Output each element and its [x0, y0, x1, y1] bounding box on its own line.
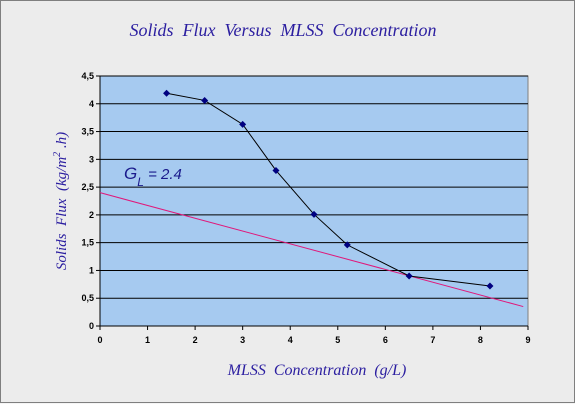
x-tick-label: 3: [240, 335, 245, 345]
data-point-marker: [405, 272, 413, 280]
loading-line: [99, 192, 524, 308]
series-line: [166, 92, 491, 287]
y-tick-label: 2,5: [81, 182, 94, 192]
series-markers: [163, 89, 494, 290]
chart-title: Solids Flux Versus MLSS Concentration: [130, 20, 437, 40]
x-tick-label: 9: [525, 335, 530, 345]
x-axis-label: MLSS Concentration (g/L): [227, 362, 407, 379]
data-point-marker: [201, 96, 209, 104]
y-axis-ticks: 0 0,5 1 1,5 2 2,5 3 3,5 4 4,5: [81, 71, 100, 331]
annotation-subscript: L: [137, 175, 144, 189]
y-tick-label: 4: [89, 99, 94, 109]
annotation-symbol: G: [124, 164, 137, 183]
data-point-marker: [239, 120, 247, 128]
x-tick-label: 8: [478, 335, 483, 345]
y-tick-label: 4,5: [81, 71, 94, 81]
y-tick-label: 3: [89, 154, 94, 164]
gridlines: [100, 75, 528, 299]
y-tick-label: 1: [89, 265, 94, 275]
y-axis-label-superscript: 2: [52, 152, 63, 157]
y-axis-label-suffix: .h): [54, 132, 70, 152]
x-tick-label: 5: [335, 335, 340, 345]
axes: [99, 76, 528, 327]
data-point-marker: [272, 166, 280, 174]
x-tick-label: 2: [193, 335, 198, 345]
plot-area: [99, 75, 529, 327]
x-tick-label: 7: [430, 335, 435, 345]
data-point-marker: [343, 241, 351, 249]
data-point-marker: [486, 282, 494, 290]
y-tick-label: 1,5: [81, 238, 94, 248]
x-tick-label: 4: [288, 335, 293, 345]
y-axis-label: Solids Flux (kg/m2 .h): [52, 132, 70, 270]
data-point-marker: [163, 89, 171, 97]
y-tick-label: 0,5: [81, 293, 94, 303]
data-point-marker: [310, 210, 318, 218]
annotation-value: = 2.4: [144, 166, 182, 183]
x-tick-label: 0: [97, 335, 102, 345]
y-tick-label: 3,5: [81, 127, 94, 137]
loading-rate-annotation: GL = 2.4: [124, 164, 182, 189]
x-tick-label: 1: [145, 335, 150, 345]
x-axis-ticks: 0 1 2 3 4 5 6 7 8 9: [97, 326, 531, 345]
y-tick-label: 0: [89, 321, 94, 331]
x-tick-label: 6: [383, 335, 388, 345]
y-tick-label: 2: [89, 210, 94, 220]
y-axis-label-main: Solids Flux (kg/m: [54, 157, 70, 270]
